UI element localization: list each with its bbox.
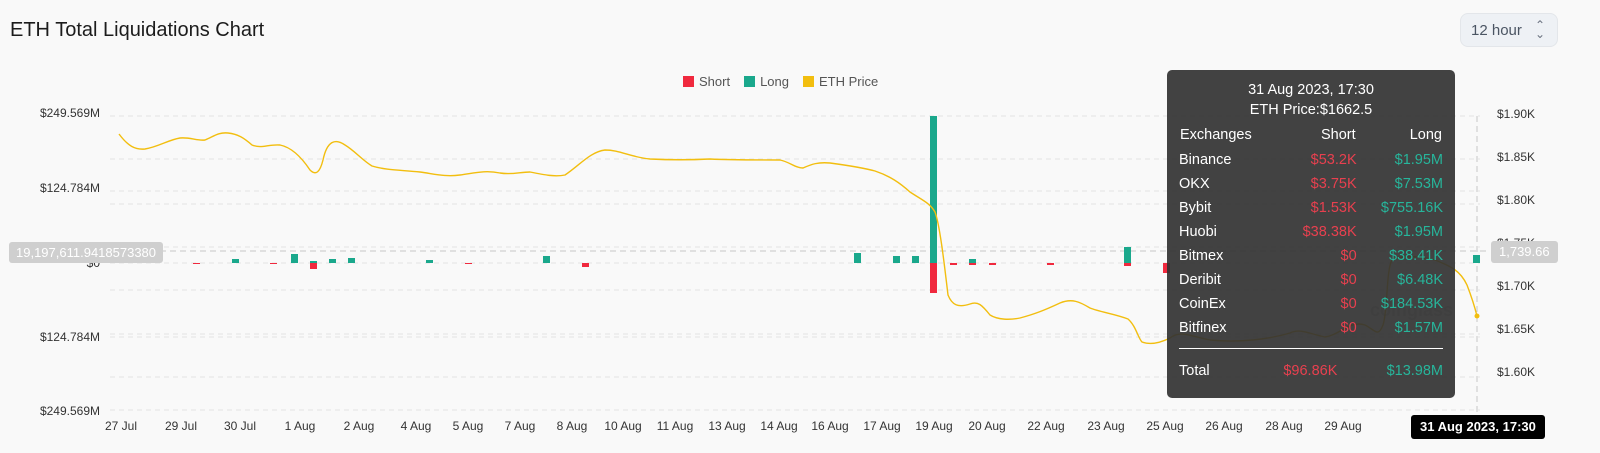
- right-axis-tick: $1.80K: [1497, 193, 1536, 207]
- tooltip-table: Exchanges Short Long Binance $53.2K $1.9…: [1179, 122, 1443, 340]
- exchange-name: Binance: [1179, 152, 1232, 168]
- tooltip-row: Deribit $0 $6.48K: [1179, 268, 1443, 292]
- short-swatch-icon: [683, 76, 694, 87]
- left-axis-tick: $249.569M: [39, 404, 100, 418]
- long-value: $6.48K: [1397, 272, 1443, 288]
- x-axis-tick: 30 Jul: [223, 419, 257, 433]
- tooltip-row: Bitfinex $0 $1.57M: [1179, 316, 1443, 340]
- tooltip-row: Huobi $38.38K $1.95M: [1179, 220, 1443, 244]
- x-axis-tick: 4 Aug: [400, 419, 432, 433]
- chart-tooltip: 31 Aug 2023, 17:30 ETH Price:$1662.5 Exc…: [1167, 70, 1455, 398]
- long-value: $1.95M: [1394, 224, 1443, 240]
- exchange-name: Bitmex: [1179, 248, 1224, 264]
- x-axis-tick: 7 Aug: [504, 419, 536, 433]
- tooltip-eth-price: ETH Price:$1662.5: [1249, 102, 1373, 118]
- chart-legend: Short Long ETH Price: [683, 74, 878, 89]
- long-value: $38.41K: [1388, 248, 1443, 264]
- tooltip-row: Bybit $1.53K $755.16K: [1179, 196, 1443, 220]
- right-axis-tick: $1.90K: [1497, 107, 1536, 121]
- x-axis-tick: 28 Aug: [1265, 419, 1303, 433]
- legend-label: Short: [699, 74, 731, 89]
- tooltip-total: Total $96.86K $13.98M: [1179, 359, 1443, 383]
- right-axis-tick: $1.65K: [1497, 322, 1536, 336]
- long-value: $7.53M: [1394, 176, 1443, 192]
- short-value: $53.2K: [1310, 152, 1357, 168]
- crosshair-x-label: 31 Aug 2023, 17:30: [1411, 415, 1545, 439]
- short-value: $38.38K: [1302, 224, 1357, 240]
- left-axis-tick: $124.784M: [39, 330, 100, 344]
- short-value: $0: [1340, 320, 1357, 336]
- x-axis-tick: 16 Aug: [811, 419, 849, 433]
- long-swatch-icon: [744, 76, 756, 87]
- x-axis-tick: 10 Aug: [604, 419, 642, 433]
- crosshair-right-label: 1,739.66: [1491, 241, 1558, 263]
- legend-item-eth-price[interactable]: ETH Price: [803, 74, 878, 89]
- legend-label: Long: [760, 74, 789, 89]
- right-axis-tick: $1.85K: [1497, 150, 1536, 164]
- short-value: $0: [1340, 272, 1357, 288]
- short-value: $0: [1340, 296, 1357, 312]
- x-axis-tick: 1 Aug: [284, 419, 316, 433]
- right-axis-tick: $1.60K: [1497, 365, 1536, 379]
- long-value: $1.57M: [1394, 320, 1443, 336]
- right-axis-tick: $1.70K: [1497, 279, 1536, 293]
- page-title: ETH Total Liquidations Chart: [10, 19, 265, 41]
- exchange-name: Huobi: [1179, 224, 1217, 240]
- left-axis-tick: $249.569M: [39, 106, 100, 120]
- long-value: $1.95M: [1394, 152, 1443, 168]
- x-axis-tick: 26 Aug: [1205, 419, 1243, 433]
- short-value: $1.53K: [1310, 200, 1357, 216]
- eth-price-swatch-icon: [803, 76, 814, 87]
- interval-select[interactable]: 12 hour ⌃ ⌄: [1460, 13, 1558, 47]
- long-bars: [232, 116, 1480, 263]
- short-value: $3.75K: [1310, 176, 1357, 192]
- legend-item-long[interactable]: Long: [744, 74, 789, 89]
- tooltip-divider: [1179, 348, 1443, 349]
- short-bars: [193, 263, 1170, 293]
- x-axis-tick: 23 Aug: [1087, 419, 1125, 433]
- tooltip-header-exchanges: Exchanges: [1180, 127, 1252, 143]
- long-value: $184.53K: [1380, 296, 1443, 312]
- tooltip-row: Bitmex $0 $38.41K: [1179, 244, 1443, 268]
- tooltip-row: Binance $53.2K $1.95M: [1179, 148, 1443, 172]
- x-axis-tick: 27 Jul: [104, 419, 138, 433]
- x-axis-tick: 29 Jul: [164, 419, 198, 433]
- highlighted-price-point: [1474, 313, 1480, 319]
- x-axis-tick: 8 Aug: [556, 419, 588, 433]
- x-axis-tick: 19 Aug: [915, 419, 953, 433]
- left-axis-tick: $124.784M: [39, 181, 100, 195]
- x-axis-tick: 2 Aug: [343, 419, 375, 433]
- total-label: Total: [1179, 363, 1210, 379]
- x-axis-tick: 13 Aug: [708, 419, 746, 433]
- tooltip-header-short: Short: [1320, 127, 1356, 143]
- exchange-name: Deribit: [1179, 272, 1221, 288]
- x-axis-tick: 25 Aug: [1146, 419, 1184, 433]
- exchange-name: OKX: [1179, 176, 1210, 192]
- exchange-name: CoinEx: [1179, 296, 1226, 312]
- exchange-name: Bybit: [1179, 200, 1212, 216]
- x-axis-tick: 20 Aug: [968, 419, 1006, 433]
- total-short: $96.86K: [1283, 363, 1338, 379]
- legend-item-short[interactable]: Short: [683, 74, 730, 89]
- tooltip-row: OKX $3.75K $7.53M: [1179, 172, 1443, 196]
- tooltip-header-long: Long: [1409, 127, 1442, 143]
- x-axis-tick: 22 Aug: [1027, 419, 1065, 433]
- short-value: $0: [1340, 248, 1357, 264]
- tooltip-row: CoinEx $0 $184.53K: [1179, 292, 1443, 316]
- chevron-updown-icon: ⌃ ⌄: [1534, 18, 1545, 41]
- x-axis-tick: 5 Aug: [452, 419, 484, 433]
- tooltip-date: 31 Aug 2023, 17:30: [1248, 82, 1374, 98]
- interval-select-value: 12 hour: [1471, 21, 1522, 39]
- grid-lines: [110, 115, 1480, 411]
- x-axis-tick: 17 Aug: [863, 419, 901, 433]
- crosshair-left-label: 19,197,611.9418573380: [9, 242, 164, 263]
- exchange-name: Bitfinex: [1179, 320, 1227, 336]
- x-axis-tick: 29 Aug: [1324, 419, 1362, 433]
- total-long: $13.98M: [1386, 363, 1443, 379]
- legend-label: ETH Price: [819, 74, 879, 89]
- long-value: $755.16K: [1380, 200, 1443, 216]
- x-axis-tick: 14 Aug: [760, 419, 798, 433]
- x-axis-tick: 11 Aug: [656, 419, 694, 433]
